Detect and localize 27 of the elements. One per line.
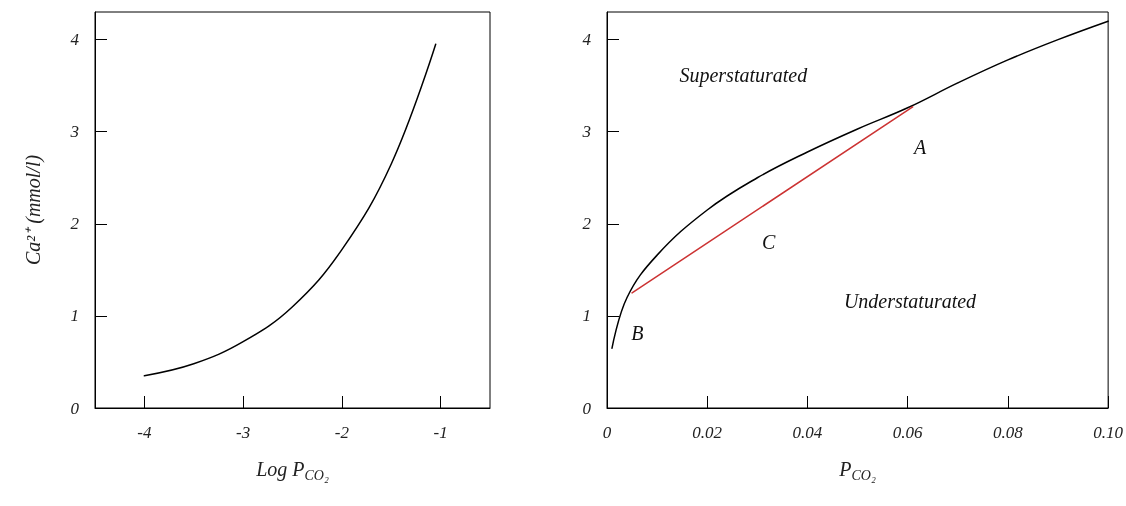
x-tick-label: -4 (137, 423, 152, 442)
y-tick-label: 1 (582, 306, 591, 326)
x-tick-label: -3 (236, 423, 251, 442)
y-tick-label: 2 (582, 214, 592, 234)
annotation: Superstaturated (679, 64, 809, 88)
y-axis-title: Ca²⁺ (mmol/l) (22, 154, 45, 266)
y-tick-label: 0 (70, 398, 80, 418)
x-tick-label: 0.04 (792, 423, 823, 442)
y-tick-label: 4 (582, 30, 592, 50)
x-tick-label: 0 (602, 423, 612, 442)
y-tick-label: 3 (69, 122, 79, 142)
x-tick-label: 0.08 (993, 423, 1024, 442)
x-tick-label: -2 (334, 423, 350, 442)
x-tick-label: 0.06 (892, 423, 924, 442)
y-tick-label: 3 (581, 122, 591, 142)
y-tick-label: 1 (70, 306, 79, 326)
y-tick-label: 0 (582, 398, 592, 418)
x-tick-label: 0.10 (1093, 423, 1124, 442)
y-tick-label: 2 (70, 214, 80, 234)
annotation: A (911, 135, 927, 158)
annotation: C (761, 230, 776, 253)
annotation: B (631, 321, 644, 344)
line-series (143, 43, 437, 377)
x-tick-label: 0.02 (692, 423, 723, 442)
annotation: Understaturated (843, 290, 978, 313)
y-tick-label: 4 (70, 30, 80, 50)
x-tick-label: -1 (433, 423, 448, 442)
